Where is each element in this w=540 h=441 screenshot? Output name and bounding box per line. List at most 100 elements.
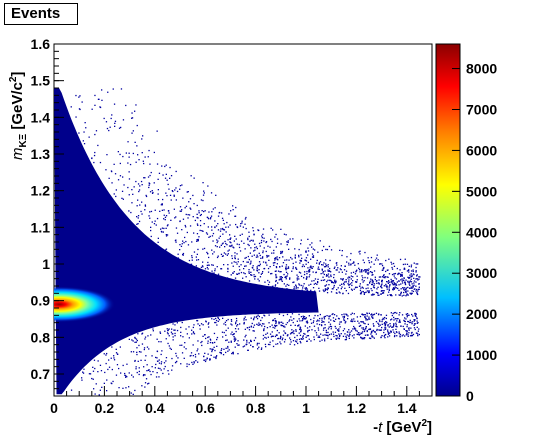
heatmap-cell	[141, 385, 143, 387]
heatmap-cell	[317, 319, 319, 321]
heatmap-cell	[202, 266, 204, 268]
heatmap-cell	[157, 189, 159, 191]
heatmap-cell	[131, 202, 133, 204]
heatmap-cell	[271, 331, 273, 333]
heatmap-cell	[306, 335, 308, 337]
heatmap-cell	[236, 343, 238, 345]
heatmap-cell	[135, 338, 138, 340]
heatmap-cell	[409, 292, 411, 294]
heatmap-cell	[239, 234, 241, 236]
heatmap-cell	[196, 216, 198, 219]
heatmap-cell	[410, 264, 413, 266]
heatmap-cell	[142, 374, 145, 377]
heatmap-cell	[414, 328, 416, 331]
heatmap-cell	[345, 313, 347, 315]
heatmap-cell	[347, 283, 349, 285]
heatmap-cell	[166, 234, 169, 236]
heatmap-cell	[127, 186, 129, 189]
heatmap-cell	[366, 290, 369, 292]
heatmap-cell	[408, 265, 410, 267]
heatmap-cell	[211, 272, 214, 274]
heatmap-cell	[195, 265, 197, 267]
heatmap-cell	[210, 339, 212, 341]
heatmap-cell	[396, 326, 398, 328]
heatmap-cell	[331, 288, 333, 290]
colorbar-tick-label: 7000	[466, 101, 497, 117]
heatmap-cell	[205, 320, 207, 322]
heatmap-cell	[170, 175, 173, 177]
heatmap-cell	[277, 343, 279, 345]
heatmap-cell	[150, 373, 152, 376]
heatmap-cell	[310, 322, 313, 324]
heatmap-cell	[325, 334, 327, 336]
heatmap-cell	[379, 320, 381, 323]
heatmap-cell	[388, 326, 390, 328]
heatmap-cell	[382, 269, 384, 271]
heatmap-cell	[148, 348, 150, 350]
heatmap-cell	[316, 262, 318, 264]
heatmap-cell	[253, 316, 256, 318]
heatmap-cell	[348, 276, 350, 278]
heatmap-cell	[184, 236, 186, 239]
heatmap-cell	[337, 329, 339, 332]
heatmap-cell	[75, 94, 77, 97]
heatmap-cell	[290, 256, 292, 259]
heatmap-cell	[376, 280, 378, 282]
heatmap-cell	[300, 331, 302, 333]
heatmap-cell	[399, 269, 401, 271]
heatmap-cell	[368, 291, 370, 294]
heatmap-cell	[361, 332, 363, 335]
heatmap-cell	[214, 245, 217, 247]
heatmap-cell	[93, 161, 95, 164]
heatmap-cell	[156, 338, 158, 340]
heatmap-cell	[166, 195, 168, 197]
heatmap-cell	[296, 277, 298, 279]
heatmap-cell	[225, 320, 228, 322]
heatmap-cell	[356, 330, 358, 332]
heatmap-cell	[379, 263, 381, 265]
heatmap-cell	[346, 261, 348, 263]
heatmap-cell	[193, 232, 195, 234]
heatmap-cell	[191, 333, 193, 335]
heatmap-cell	[143, 366, 145, 368]
heatmap-cell	[163, 214, 165, 216]
heatmap-cell	[235, 330, 237, 333]
heatmap-cell	[305, 277, 308, 280]
heatmap-cell	[217, 229, 220, 231]
heatmap-cell	[292, 281, 294, 284]
heatmap-cell	[197, 224, 199, 226]
heatmap-cell	[300, 259, 302, 262]
heatmap-cell	[278, 313, 281, 315]
heatmap-cell	[140, 359, 142, 361]
heatmap-cell	[408, 271, 410, 273]
heatmap-cell	[187, 214, 189, 216]
heatmap-cell	[198, 212, 200, 214]
heatmap-cell	[189, 225, 192, 227]
heatmap-cell	[387, 329, 389, 331]
heatmap-cell	[381, 335, 383, 337]
heatmap-cell	[398, 284, 400, 286]
heatmap-cell	[391, 295, 393, 297]
heatmap-cell	[338, 271, 340, 273]
heatmap-cell	[284, 332, 286, 334]
heatmap-cell	[165, 360, 167, 362]
heatmap-cell	[372, 314, 375, 316]
heatmap-cell	[410, 273, 412, 275]
heatmap-cell	[340, 269, 342, 271]
heatmap-cell	[165, 227, 167, 229]
heatmap-cell	[310, 267, 312, 269]
heatmap-cell	[345, 335, 347, 338]
heatmap-cell	[239, 250, 242, 252]
heatmap-cell	[253, 269, 255, 271]
heatmap-cell	[378, 319, 381, 321]
heatmap-cell	[415, 266, 417, 269]
heatmap-cell	[363, 330, 366, 333]
heatmap-cell	[357, 320, 359, 322]
heatmap-cell	[391, 283, 394, 285]
heatmap-cell	[220, 228, 222, 230]
heatmap-cell	[286, 283, 288, 286]
heatmap-cell	[365, 270, 367, 272]
heatmap-cell	[403, 294, 405, 296]
heatmap-cell	[106, 390, 108, 392]
heatmap-cell	[138, 373, 140, 376]
